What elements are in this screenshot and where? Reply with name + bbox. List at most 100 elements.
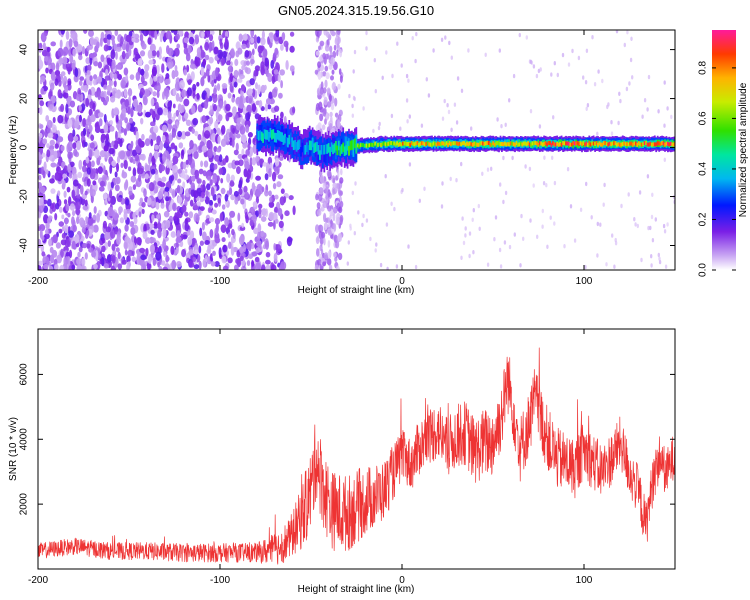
signal-band <box>505 142 508 147</box>
signal-band <box>391 141 394 146</box>
noise-blob <box>154 169 159 175</box>
noise-blob <box>42 170 46 179</box>
noise-blob <box>192 83 197 92</box>
noise-blob <box>274 47 279 56</box>
noise-blob <box>85 123 88 132</box>
noise-blob <box>178 142 184 149</box>
noise-blob <box>229 180 234 187</box>
noise-blob <box>246 172 250 179</box>
noise-blob <box>325 112 330 121</box>
noise-blob <box>273 220 276 230</box>
noise-blob <box>470 126 473 131</box>
noise-blob <box>204 130 211 139</box>
noise-blob <box>472 250 475 255</box>
noise-blob <box>151 132 157 141</box>
noise-blob <box>172 155 179 165</box>
noise-blob <box>205 68 210 77</box>
noise-blob <box>567 62 571 67</box>
noise-blob <box>550 72 553 77</box>
noise-blob <box>39 186 46 194</box>
noise-blob <box>316 202 321 210</box>
noise-blob <box>142 96 148 106</box>
noise-blob <box>563 244 566 249</box>
signal-band <box>559 141 561 146</box>
noise-blob <box>57 136 64 143</box>
signal-band <box>397 142 400 147</box>
noise-blob <box>357 210 360 215</box>
signal-band <box>635 141 637 146</box>
noise-blob <box>99 37 103 47</box>
noise-blob <box>255 82 258 90</box>
noise-blob <box>64 86 68 93</box>
noise-blob <box>188 211 194 219</box>
signal-band <box>563 141 566 146</box>
noise-blob <box>143 223 147 234</box>
noise-blob <box>73 148 78 157</box>
noise-blob <box>585 106 588 112</box>
noise-blob <box>113 73 118 80</box>
noise-blob <box>76 140 81 151</box>
noise-blob <box>184 211 189 217</box>
noise-blob <box>128 166 132 172</box>
signal-band <box>659 142 662 147</box>
noise-blob <box>144 173 149 180</box>
signal-band <box>355 134 358 152</box>
noise-blob <box>96 213 100 223</box>
noise-blob <box>253 34 257 44</box>
noise-blob <box>206 183 211 191</box>
noise-blob <box>116 236 121 245</box>
noise-blob <box>245 215 249 224</box>
noise-blob <box>96 76 103 84</box>
noise-blob <box>202 179 206 186</box>
noise-blob <box>333 251 337 258</box>
noise-blob <box>651 238 655 243</box>
signal-band <box>384 142 387 147</box>
signal-band <box>348 146 350 156</box>
signal-band <box>262 133 264 143</box>
noise-blob <box>265 264 271 270</box>
noise-blob <box>86 243 91 249</box>
signal-band <box>550 142 553 147</box>
signal-band <box>646 142 649 147</box>
noise-blob <box>414 58 417 64</box>
noise-blob <box>43 214 49 224</box>
noise-blob <box>50 62 56 71</box>
noise-blob <box>201 145 208 153</box>
signal-band <box>501 142 503 146</box>
noise-blob <box>213 163 218 170</box>
noise-blob <box>173 112 177 119</box>
noise-blob <box>150 121 156 127</box>
noise-blob <box>208 41 213 52</box>
signal-band <box>403 141 406 146</box>
noise-blob <box>262 161 267 167</box>
noise-blob <box>86 77 91 86</box>
noise-blob <box>248 97 253 104</box>
noise-blob <box>247 143 251 151</box>
noise-blob <box>481 171 484 176</box>
noise-blob <box>156 64 160 75</box>
noise-blob <box>77 251 81 258</box>
signal-band <box>436 141 439 146</box>
noise-blob <box>121 43 126 51</box>
x-tick-label: 0 <box>399 575 405 586</box>
signal-band <box>444 142 446 147</box>
noise-blob <box>48 238 52 247</box>
noise-blob <box>126 255 131 263</box>
noise-blob <box>317 209 322 216</box>
noise-blob <box>499 182 502 187</box>
noise-blob <box>324 222 328 230</box>
noise-blob <box>251 260 255 267</box>
noise-blob <box>273 243 277 251</box>
signal-band <box>327 143 330 153</box>
noise-blob <box>71 62 76 70</box>
noise-blob <box>584 264 587 270</box>
noise-blob <box>255 210 259 218</box>
noise-blob <box>144 88 150 98</box>
noise-blob <box>185 119 192 127</box>
noise-blob <box>329 111 333 118</box>
noise-blob <box>585 181 588 187</box>
noise-blob <box>156 85 161 91</box>
noise-blob <box>101 237 106 244</box>
noise-blob <box>45 67 49 74</box>
noise-blob <box>200 191 205 199</box>
